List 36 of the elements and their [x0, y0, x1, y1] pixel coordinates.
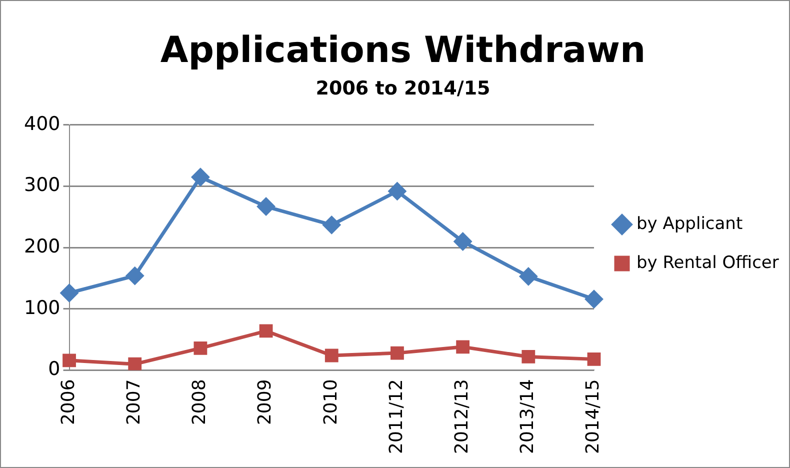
point	[192, 168, 210, 186]
legend-label: by Rental Officer	[636, 252, 779, 273]
point	[322, 216, 340, 234]
point	[62, 354, 76, 368]
x-tick-label: 2014/15	[582, 379, 604, 454]
y-tick-label: 200	[24, 236, 60, 258]
x-tick-label: 2012/13	[451, 379, 472, 454]
point	[522, 350, 536, 364]
point	[60, 284, 78, 302]
point	[454, 232, 472, 250]
point	[194, 341, 208, 355]
point	[259, 324, 273, 338]
x-tick-label: 2013/14	[517, 379, 538, 454]
point	[390, 346, 404, 360]
x-tick-label: 2008	[189, 379, 210, 426]
point	[585, 290, 603, 308]
y-tick-label: 400	[24, 112, 60, 135]
point	[128, 357, 142, 370]
point	[126, 267, 144, 285]
chart-subtitle: 2006 to 2014/15	[316, 78, 490, 100]
x-tick-label: 2007	[124, 379, 145, 426]
y-tick-label: 0	[48, 358, 60, 380]
point	[324, 348, 338, 362]
x-tick-label: 2011/12	[386, 379, 407, 454]
chart-title: Applications Withdrawn	[160, 30, 646, 71]
point	[520, 268, 538, 286]
point	[257, 198, 275, 216]
x-tick-label: 2010	[320, 379, 342, 426]
legend-label: by Applicant	[636, 214, 743, 234]
point	[456, 340, 470, 354]
y-tick-label: 300	[24, 174, 60, 196]
x-tick-label: 2009	[254, 379, 276, 426]
point	[587, 352, 601, 366]
y-tick-label: 100	[24, 296, 60, 319]
x-tick-label: 2006	[58, 379, 79, 426]
point	[388, 182, 406, 200]
